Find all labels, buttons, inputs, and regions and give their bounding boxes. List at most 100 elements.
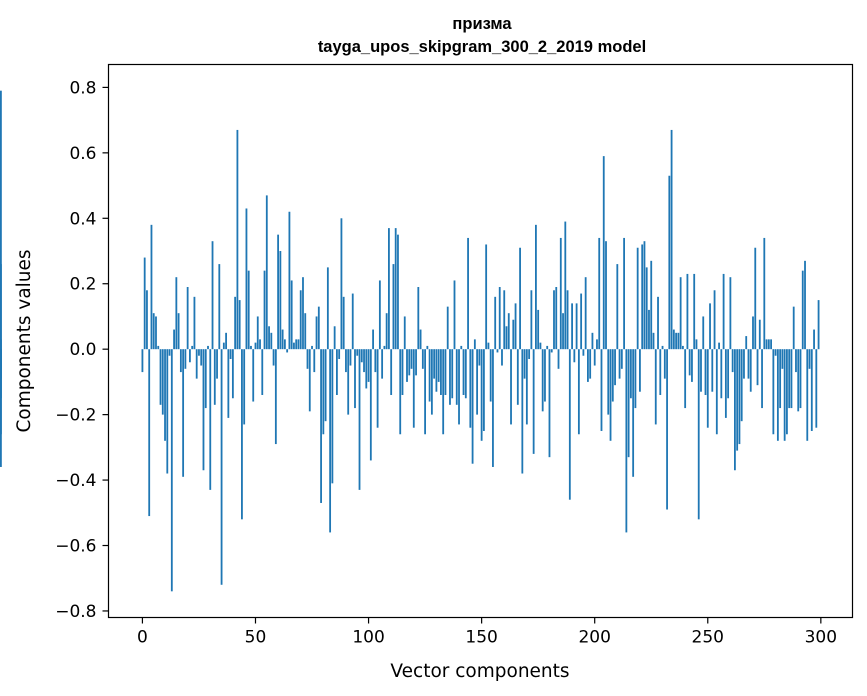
bar-75: [311, 345, 313, 350]
bar-6: [155, 316, 157, 350]
bar-152: [485, 244, 488, 350]
bar-232: [666, 349, 668, 510]
bar-146: [471, 349, 474, 464]
bar-199: [591, 332, 594, 350]
bar-250: [706, 349, 709, 428]
bar-288: [792, 306, 795, 350]
bar-61: [279, 251, 282, 350]
bar-154: [489, 349, 492, 402]
bar-266: [743, 349, 745, 379]
bar-106: [381, 349, 384, 379]
x-tick-label: 250: [692, 628, 724, 648]
bar-29: [207, 345, 209, 350]
bar-162: [507, 313, 510, 350]
bar-200: [593, 349, 596, 366]
bar-123: [419, 329, 422, 350]
bar-18: [182, 349, 185, 477]
bar-257: [722, 273, 725, 350]
bar-225: [650, 260, 653, 350]
bar-282: [779, 349, 782, 409]
bar-34: [218, 264, 221, 350]
bar-15: [175, 277, 178, 350]
bars-group: [0, 90, 820, 592]
bar-46: [245, 208, 248, 350]
bar-31: [211, 241, 214, 350]
bar-166: [516, 349, 519, 405]
bar-48: [250, 345, 252, 350]
bar-96: [358, 349, 361, 490]
bar-219: [636, 247, 639, 350]
y-tick-label: 0.2: [69, 275, 96, 295]
bar-88: [340, 218, 343, 350]
bar-201: [596, 339, 598, 350]
bar-163: [510, 349, 512, 425]
bar-272: [756, 349, 759, 386]
bar-70: [299, 290, 302, 350]
bar-89: [342, 296, 345, 350]
bar-66: [290, 280, 293, 350]
bar-44: [241, 349, 243, 520]
bar-131: [437, 349, 440, 382]
bar-23: [193, 296, 196, 350]
bar-157: [496, 349, 499, 353]
bar-177: [541, 349, 544, 412]
bar-273: [758, 319, 761, 350]
bar-86: [336, 349, 338, 395]
bar-140: [458, 349, 460, 425]
bar-258: [724, 349, 727, 418]
bar-192: [575, 303, 578, 350]
x-axis-ticks: 0 50 100 150 200 250 300: [137, 617, 837, 648]
bar-141: [460, 345, 463, 350]
bar-138: [453, 280, 456, 350]
bar-241: [686, 273, 689, 350]
bar-156: [494, 296, 497, 350]
bar-174: [535, 224, 537, 350]
bar-57: [270, 332, 273, 350]
bar-279: [772, 349, 775, 435]
chart-title: призма: [452, 15, 512, 33]
bar-260: [729, 277, 732, 350]
bar-50: [254, 342, 257, 350]
bar-167: [519, 247, 521, 350]
bar-77: [315, 316, 318, 350]
bar-0: [141, 349, 144, 373]
y-tick-label: 0.6: [69, 144, 96, 164]
bar-7: [157, 345, 160, 350]
bar-72: [304, 313, 307, 350]
bar-137: [451, 349, 454, 399]
bar-198: [589, 349, 592, 379]
bar-43: [238, 300, 241, 350]
bar-159: [501, 349, 503, 366]
bar-112: [394, 228, 397, 350]
bar-203: [600, 349, 603, 431]
bar-87: [338, 349, 341, 359]
bar-120: [412, 349, 415, 428]
bar-249: [704, 349, 707, 395]
bar-276: [765, 339, 768, 350]
bar-235: [672, 329, 675, 350]
y-tick-label: −0.6: [55, 537, 96, 557]
bar-102: [372, 329, 374, 350]
bar-189: [568, 349, 571, 500]
bar-188: [566, 290, 569, 350]
bar-30: [209, 349, 212, 490]
bar-49: [252, 349, 255, 402]
bar-187: [564, 221, 567, 350]
bar-56: [268, 326, 270, 350]
bar-191: [573, 349, 576, 363]
y-axis-label: Components values: [14, 249, 35, 432]
bar-238: [679, 277, 682, 350]
bar-229: [659, 349, 662, 395]
bar-291: [799, 349, 802, 409]
bar-13: [170, 349, 173, 592]
bar-41: [234, 296, 237, 350]
x-axis-label: Vector components: [390, 661, 569, 682]
bar-254: [715, 349, 718, 435]
bar-38: [227, 349, 230, 418]
bar-284: [783, 349, 786, 441]
bar-135: [446, 306, 449, 350]
bar-117: [406, 349, 408, 382]
bar-65: [288, 211, 291, 350]
bar-99: [365, 349, 368, 389]
bar-82: [326, 267, 329, 350]
